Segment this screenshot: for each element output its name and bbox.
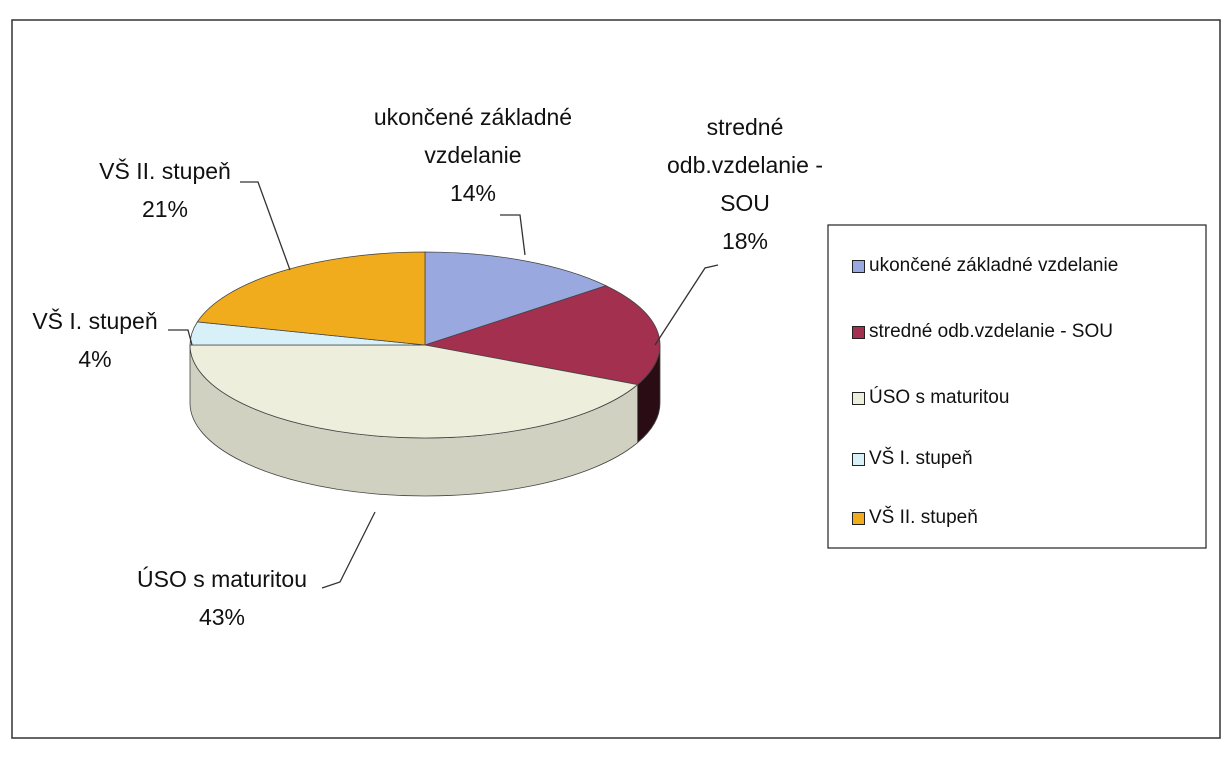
data-label: VŠ I. stupeň 4% xyxy=(0,302,195,378)
legend-swatch xyxy=(852,391,865,405)
leader-line xyxy=(240,181,291,271)
data-label-value: 43% xyxy=(198,604,246,630)
legend-box xyxy=(827,224,1207,549)
leader-line xyxy=(321,511,376,589)
data-label-value: 4% xyxy=(78,346,112,372)
data-label-name: stredné odb.vzdelanie - SOU xyxy=(667,114,823,216)
legend-label: ÚSO s maturitou xyxy=(869,387,1010,408)
leader-line xyxy=(654,264,719,346)
legend-entry: VŠ II. stupeň xyxy=(852,507,978,529)
pie-slice xyxy=(189,344,639,439)
legend-swatch xyxy=(852,452,865,466)
leader-line xyxy=(500,214,526,256)
pie xyxy=(189,251,661,497)
data-label-name: ukončené základné vzdelanie xyxy=(373,104,573,168)
data-label: stredné odb.vzdelanie - SOU 18% xyxy=(650,108,840,260)
legend-label: ukončené základné vzdelanie xyxy=(869,255,1119,276)
legend-swatch xyxy=(852,511,865,525)
pie-slice xyxy=(424,251,608,346)
legend-swatch xyxy=(852,325,865,339)
data-label-name: ÚSO s maturitou xyxy=(137,566,307,592)
data-label-value: 21% xyxy=(141,196,189,222)
legend-entry: ukončené základné vzdelanie xyxy=(852,255,1118,277)
legend-label: VŠ I. stupeň xyxy=(869,448,973,469)
legend-entry: VŠ I. stupeň xyxy=(852,448,973,470)
legend-entry: stredné odb.vzdelanie - SOU xyxy=(852,321,1113,343)
data-label: VŠ II. stupeň 21% xyxy=(65,152,265,228)
pie-slice xyxy=(196,251,426,346)
legend-entry: ÚSO s maturitou xyxy=(852,387,1009,409)
legend-label: stredné odb.vzdelanie - SOU xyxy=(869,321,1113,342)
legend-label: VŠ II. stupeň xyxy=(869,507,978,528)
data-label: ukončené základné vzdelanie 14% xyxy=(348,98,598,212)
data-label: ÚSO s maturitou 43% xyxy=(92,560,352,636)
data-label-name: VŠ II. stupeň xyxy=(99,158,231,184)
data-label-value: 18% xyxy=(721,228,769,254)
chart-frame xyxy=(11,19,1221,739)
data-label-value: 14% xyxy=(449,180,497,206)
legend-swatch xyxy=(852,259,865,273)
pie-slice xyxy=(424,285,661,386)
data-label-name: VŠ I. stupeň xyxy=(32,308,158,334)
leader-line xyxy=(168,329,193,346)
leaders xyxy=(168,181,719,589)
